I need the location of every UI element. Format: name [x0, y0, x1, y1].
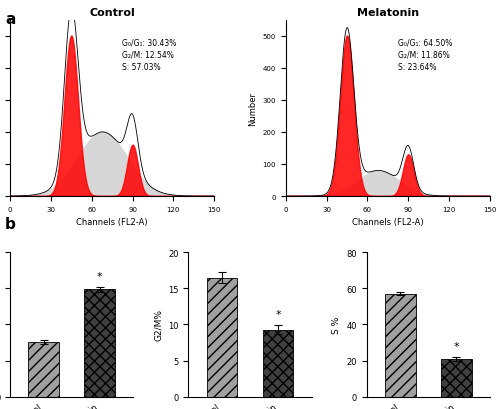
Y-axis label: Number: Number — [248, 92, 257, 126]
Text: b: b — [5, 217, 16, 232]
Y-axis label: G2/M%: G2/M% — [154, 309, 162, 341]
Bar — [84, 290, 115, 397]
Bar — [262, 330, 294, 397]
Text: G₀/G₁: 64.50%
G₂/M: 11.86%
S: 23.64%: G₀/G₁: 64.50% G₂/M: 11.86% S: 23.64% — [398, 38, 452, 72]
Title: Control: Control — [90, 8, 135, 18]
Bar — [206, 278, 238, 397]
Y-axis label: S %: S % — [332, 316, 341, 333]
X-axis label: Channels (FL2-A): Channels (FL2-A) — [76, 218, 148, 227]
X-axis label: Channels (FL2-A): Channels (FL2-A) — [352, 218, 424, 227]
Bar — [28, 342, 59, 397]
Bar — [385, 294, 416, 397]
Text: G₀/G₁: 30.43%
G₂/M: 12.54%
S: 57.03%: G₀/G₁: 30.43% G₂/M: 12.54% S: 57.03% — [122, 38, 176, 72]
Text: a: a — [5, 12, 15, 27]
Text: *: * — [454, 341, 459, 351]
Text: *: * — [96, 271, 102, 281]
Title: Melatonin: Melatonin — [357, 8, 419, 18]
Bar — [441, 359, 472, 397]
Text: *: * — [275, 310, 281, 319]
